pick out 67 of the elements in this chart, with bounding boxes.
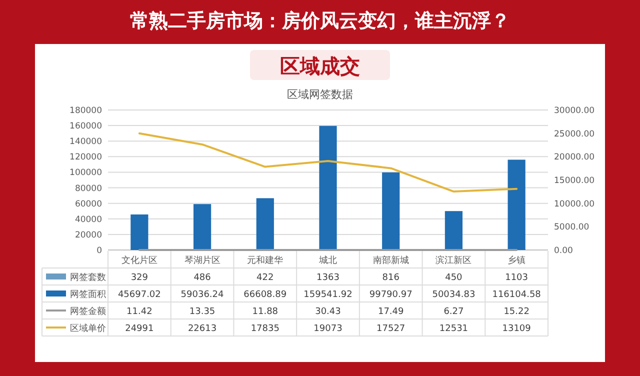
y-tick-label: 80000 bbox=[74, 184, 102, 194]
data-label: 30.43 bbox=[315, 307, 341, 317]
y-tick-label: 180000 bbox=[70, 106, 102, 116]
legend-label: 区域单价 bbox=[70, 323, 106, 334]
y-tick-label: 100000 bbox=[70, 168, 102, 178]
y2-tick-label: 25000.00 bbox=[554, 129, 595, 140]
x-tick-label: 城北 bbox=[318, 255, 337, 266]
y-tick-label: 20000 bbox=[74, 230, 102, 240]
data-label: 24991 bbox=[125, 324, 154, 334]
y2-tick-label: 5000.00 bbox=[554, 222, 590, 233]
data-label: 50034.83 bbox=[432, 290, 476, 300]
data-label: 99790.97 bbox=[369, 290, 412, 300]
x-tick-label: 文化片区 bbox=[121, 255, 158, 266]
data-label: 19073 bbox=[314, 324, 342, 334]
y-tick-label: 120000 bbox=[70, 152, 102, 163]
y2-tick-label: 30000.00 bbox=[554, 106, 595, 116]
chart-subtitle: 区域网签数据 bbox=[287, 88, 353, 101]
data-label: 17527 bbox=[376, 324, 406, 334]
y2-tick-label: 20000.00 bbox=[554, 152, 595, 163]
y-tick-label: 60000 bbox=[74, 199, 102, 210]
x-tick-label: 元和建华 bbox=[247, 255, 284, 266]
y-tick-label: 140000 bbox=[70, 137, 102, 148]
data-label: 422 bbox=[256, 273, 274, 283]
data-label: 17.49 bbox=[378, 307, 404, 317]
bar bbox=[193, 204, 212, 250]
data-label: 17835 bbox=[250, 324, 280, 334]
data-label: 11.88 bbox=[252, 307, 278, 317]
bar bbox=[382, 172, 400, 250]
bar bbox=[508, 160, 526, 250]
y2-tick-label: 10000.00 bbox=[554, 199, 595, 210]
legend-label: 网签面积 bbox=[70, 289, 106, 300]
data-label: 22613 bbox=[188, 324, 217, 334]
data-label: 1103 bbox=[505, 273, 528, 283]
data-label: 45697.02 bbox=[118, 290, 161, 300]
y-tick-label: 160000 bbox=[70, 122, 102, 132]
x-tick-label: 乡镇 bbox=[508, 255, 526, 266]
data-label: 12531 bbox=[439, 324, 468, 334]
data-label: 329 bbox=[130, 273, 148, 283]
bar bbox=[444, 211, 463, 250]
legend-label: 网签金额 bbox=[70, 306, 106, 317]
x-tick-label: 滨江新区 bbox=[436, 255, 472, 266]
text: 常熟二手房市场：房价风云变幻，谁主沉浮？ bbox=[130, 10, 510, 32]
x-tick-label: 琴湖片区 bbox=[184, 255, 220, 266]
data-label: 116104.58 bbox=[492, 290, 542, 300]
data-label: 66608.89 bbox=[244, 290, 287, 300]
data-label: 13109 bbox=[502, 324, 532, 334]
y2-tick-label: 0.00 bbox=[554, 246, 573, 256]
data-label: 59036.24 bbox=[180, 290, 224, 300]
data-label: 15.22 bbox=[504, 307, 530, 317]
bar bbox=[130, 214, 148, 250]
data-label: 816 bbox=[382, 273, 400, 283]
data-label: 11.42 bbox=[126, 307, 152, 317]
data-label: 13.35 bbox=[189, 307, 216, 317]
bar bbox=[319, 126, 337, 250]
data-label: 1363 bbox=[316, 273, 340, 283]
y-tick-label: 40000 bbox=[74, 214, 102, 225]
data-label: 6.27 bbox=[444, 307, 464, 317]
data-label: 450 bbox=[445, 273, 463, 283]
x-tick-label: 南部新城 bbox=[372, 255, 409, 266]
y-tick-label: 0 bbox=[96, 246, 102, 256]
data-label: 486 bbox=[194, 273, 212, 283]
data-label: 159541.92 bbox=[304, 290, 352, 300]
legend-label: 网签套数 bbox=[70, 272, 106, 283]
y2-tick-label: 15000.00 bbox=[554, 176, 595, 186]
line-series bbox=[138, 132, 518, 193]
bar bbox=[256, 198, 274, 250]
chart-title: 区域成交 bbox=[280, 54, 360, 78]
